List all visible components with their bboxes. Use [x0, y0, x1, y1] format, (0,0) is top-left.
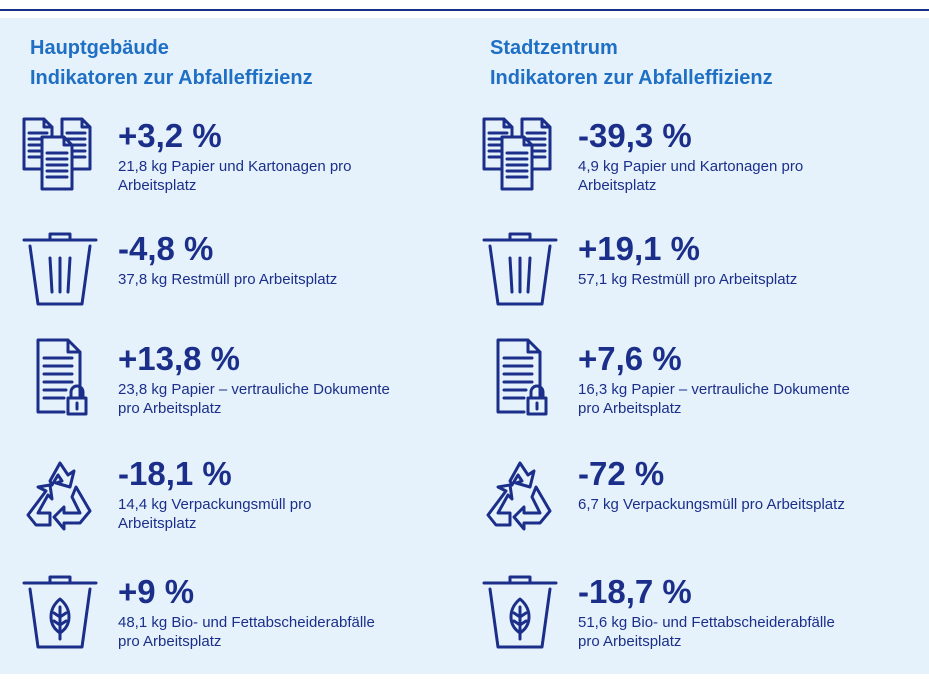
indicator-description: 14,4 kg Verpackungsmüll pro Arbeitsplatz: [118, 495, 311, 533]
indicator-value: -18,1 %: [118, 455, 232, 492]
indicator-description: 57,1 kg Restmüll pro Arbeitsplatz: [578, 270, 797, 289]
indicator-description: 21,8 kg Papier und Kartonagen pro Arbeits…: [118, 157, 352, 195]
description-line: 4,9 kg Papier und Kartonagen pro: [578, 158, 804, 175]
indicator: -72 % 6,7 kg Verpackungsmüll pro Arbeitsp…: [480, 451, 920, 551]
indicator-description: 48,1 kg Bio- und Fettabscheiderabfälle pr…: [118, 613, 375, 651]
description-line: 6,7 kg Verpackungsmüll pro Arbeitsplatz: [578, 496, 845, 513]
indicator-value: -18,7 %: [578, 573, 692, 610]
description-line: 14,4 kg Verpackungsmüll pro: [118, 496, 312, 513]
description-line: 48,1 kg Bio- und Fettabscheiderabfälle: [118, 614, 375, 631]
background-panel: [0, 18, 929, 674]
description-line: pro Arbeitsplatz: [118, 400, 222, 417]
description-line: 16,3 kg Papier – vertrauliche Dokumente: [578, 381, 850, 398]
description-line: pro Arbeitsplatz: [578, 400, 682, 417]
indicator: +19,1 % 57,1 kg Restmüll pro Arbeitsplatz: [480, 226, 920, 326]
title-line: Indikatoren zur Abfalleffizienz: [30, 67, 313, 89]
description-line: pro Arbeitsplatz: [118, 633, 222, 650]
column-title: Stadtzentrum Indikatoren zur Abfalleffizi…: [490, 33, 773, 93]
title-line: Indikatoren zur Abfalleffizienz: [490, 67, 773, 89]
icon: [480, 336, 560, 416]
column: Stadtzentrum Indikatoren zur Abfalleffizi…: [490, 18, 929, 674]
icon: [480, 569, 560, 649]
icon: [20, 451, 100, 531]
icon: [480, 451, 560, 531]
title-line: Stadtzentrum: [490, 37, 618, 59]
description-line: 21,8 kg Papier und Kartonagen pro: [118, 158, 352, 175]
indicator: -39,3 % 4,9 kg Papier und Kartonagen pro A…: [480, 113, 920, 213]
description-line: 51,6 kg Bio- und Fettabscheiderabfälle: [578, 614, 835, 631]
indicator-description: 4,9 kg Papier und Kartonagen pro Arbeitsp…: [578, 157, 803, 195]
description-line: 57,1 kg Restmüll pro Arbeitsplatz: [578, 271, 798, 288]
title-line: Hauptgebäude: [30, 37, 169, 59]
indicator-description: 51,6 kg Bio- und Fettabscheiderabfälle pr…: [578, 613, 835, 651]
indicator: +7,6 % 16,3 kg Papier – vertrauliche Doku…: [480, 336, 920, 436]
indicator-description: 16,3 kg Papier – vertrauliche Dokumente p…: [578, 380, 850, 418]
description-line: pro Arbeitsplatz: [578, 633, 682, 650]
indicator-value: +3,2 %: [118, 117, 222, 154]
description-line: Arbeitsplatz: [118, 177, 197, 194]
icon: [20, 226, 100, 306]
indicator: +9 % 48,1 kg Bio- und Fettabscheiderabfäl…: [20, 569, 460, 669]
indicator-value: +9 %: [118, 573, 195, 610]
indicator-value: -72 %: [578, 455, 665, 492]
indicator: -18,1 % 14,4 kg Verpackungsmüll pro Arbeit…: [20, 451, 460, 551]
indicator: +3,2 % 21,8 kg Papier und Kartonagen pro A…: [20, 113, 460, 213]
indicator-value: +19,1 %: [578, 230, 701, 267]
column: Hauptgebäude Indikatoren zur Abfalleffizi…: [30, 18, 470, 674]
indicator-description: 23,8 kg Papier – vertrauliche Dokumente p…: [118, 380, 390, 418]
top-rule: [0, 9, 929, 11]
indicator: -4,8 % 37,8 kg Restmüll pro Arbeitsplatz: [20, 226, 460, 326]
column-title: Hauptgebäude Indikatoren zur Abfalleffizi…: [30, 33, 313, 93]
indicator-value: +7,6 %: [578, 340, 682, 377]
icon: [20, 336, 100, 416]
description-line: 23,8 kg Papier – vertrauliche Dokumente: [118, 381, 390, 398]
indicator-value: -4,8 %: [118, 230, 214, 267]
icon: [480, 226, 560, 306]
description-line: 37,8 kg Restmüll pro Arbeitsplatz: [118, 271, 338, 288]
description-line: Arbeitsplatz: [118, 515, 197, 532]
indicator-value: +13,8 %: [118, 340, 241, 377]
indicator-value: -39,3 %: [578, 117, 692, 154]
icon: [20, 113, 100, 193]
indicator: +13,8 % 23,8 kg Papier – vertrauliche Dok…: [20, 336, 460, 436]
indicator-description: 37,8 kg Restmüll pro Arbeitsplatz: [118, 270, 337, 289]
icon: [480, 113, 560, 193]
indicator: -18,7 % 51,6 kg Bio- und Fettabscheiderab…: [480, 569, 920, 669]
indicator-description: 6,7 kg Verpackungsmüll pro Arbeitsplatz: [578, 495, 845, 514]
description-line: Arbeitsplatz: [578, 177, 657, 194]
icon: [20, 569, 100, 649]
